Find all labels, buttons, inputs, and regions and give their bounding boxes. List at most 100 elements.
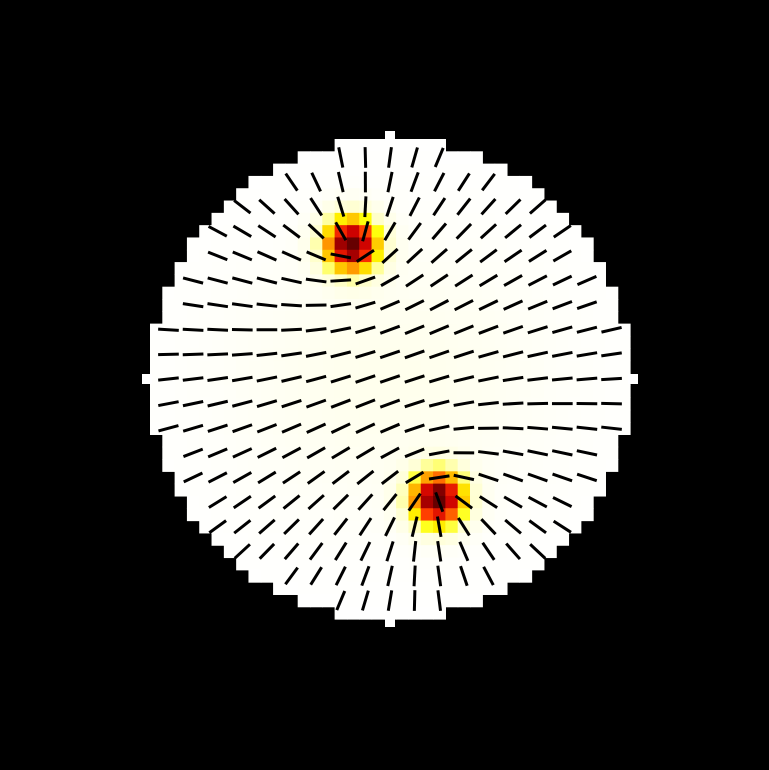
field-cell — [199, 483, 213, 497]
field-cell — [445, 434, 459, 448]
field-cell — [236, 385, 250, 399]
director-needle — [158, 400, 179, 408]
field-cell — [556, 483, 570, 497]
field-cell — [396, 594, 410, 608]
field-cell — [433, 385, 446, 399]
director-needle — [386, 171, 394, 193]
field-cell — [470, 594, 483, 608]
field-cell — [580, 495, 594, 509]
director-needle — [381, 247, 399, 264]
field-cell — [310, 532, 323, 546]
field-cell — [334, 335, 348, 349]
field-cell — [580, 508, 594, 522]
field-cell — [260, 335, 274, 349]
field-cell — [310, 151, 323, 165]
field-cell — [408, 163, 422, 177]
director-needle — [207, 225, 228, 238]
field-cell — [248, 299, 262, 312]
field-cell — [273, 532, 286, 546]
disk-edge-tick — [628, 374, 638, 384]
director-needle — [551, 425, 573, 431]
field-cell — [568, 483, 582, 497]
director-needle — [335, 590, 347, 611]
field-cell — [346, 434, 360, 448]
field-cell — [408, 483, 422, 497]
field-cell — [494, 212, 508, 226]
field-cell — [543, 385, 557, 399]
field-cell — [383, 163, 397, 177]
field-cell — [199, 459, 213, 472]
field-cell — [236, 311, 250, 325]
field-cell — [543, 237, 557, 251]
field-cell — [433, 557, 446, 571]
field-cell — [174, 372, 188, 386]
field-cell — [346, 139, 360, 152]
director-needle — [502, 472, 524, 483]
field-cell — [322, 299, 336, 312]
director-needle — [601, 425, 622, 431]
field-cell — [506, 385, 520, 399]
field-cell — [297, 262, 311, 275]
field-cell — [457, 459, 471, 472]
field-cell — [199, 372, 213, 386]
field-cell — [506, 311, 520, 325]
director-needle — [207, 471, 228, 484]
field-cell — [445, 274, 459, 288]
field-cell — [297, 545, 311, 559]
field-cell — [248, 545, 262, 559]
field-cell — [543, 409, 557, 423]
field-cell — [260, 311, 274, 325]
field-cell — [420, 495, 434, 509]
field-cell — [297, 237, 311, 251]
field-cell — [285, 360, 299, 374]
field-cell — [322, 471, 336, 485]
field-cell — [470, 200, 483, 214]
field-cell — [396, 532, 410, 546]
field-cell — [211, 262, 225, 275]
field-cell — [334, 311, 348, 325]
field-cell — [470, 422, 483, 435]
field-cell — [346, 262, 360, 275]
director-needle — [305, 327, 327, 333]
director-needle — [404, 399, 425, 409]
field-cell — [445, 200, 459, 214]
field-cell — [297, 299, 311, 312]
field-cell — [297, 163, 311, 177]
director-needle — [433, 172, 446, 192]
field-cell — [223, 422, 237, 435]
director-needle — [281, 327, 302, 332]
director-needle — [281, 250, 302, 262]
field-cell — [568, 360, 582, 374]
field-cell — [248, 311, 262, 325]
field-cell — [346, 569, 360, 583]
field-cell — [199, 311, 213, 325]
field-cell — [617, 360, 631, 374]
director-needle — [404, 299, 425, 312]
director-needle — [309, 566, 323, 586]
field-cell — [556, 360, 570, 374]
director-needle — [256, 375, 278, 383]
field-cell — [346, 532, 360, 546]
director-needle — [453, 324, 474, 336]
field-cell — [371, 582, 385, 595]
field-cell — [248, 212, 262, 226]
field-cell — [322, 360, 336, 374]
field-cell — [396, 508, 410, 522]
field-cell — [371, 532, 385, 546]
field-cell — [420, 262, 434, 275]
field-cell — [470, 175, 483, 189]
field-cell — [519, 237, 533, 251]
director-needle — [207, 376, 229, 382]
director-needle — [281, 446, 302, 460]
field-cell — [199, 286, 213, 300]
field-cell — [396, 483, 410, 497]
field-cell — [223, 508, 237, 522]
field-cell — [186, 262, 200, 275]
director-needle — [360, 565, 371, 587]
field-cell — [420, 175, 434, 189]
field-cell — [346, 471, 360, 485]
field-cell — [346, 163, 360, 177]
field-cell — [433, 237, 446, 251]
field-cell — [346, 200, 360, 214]
field-cell — [186, 249, 200, 263]
